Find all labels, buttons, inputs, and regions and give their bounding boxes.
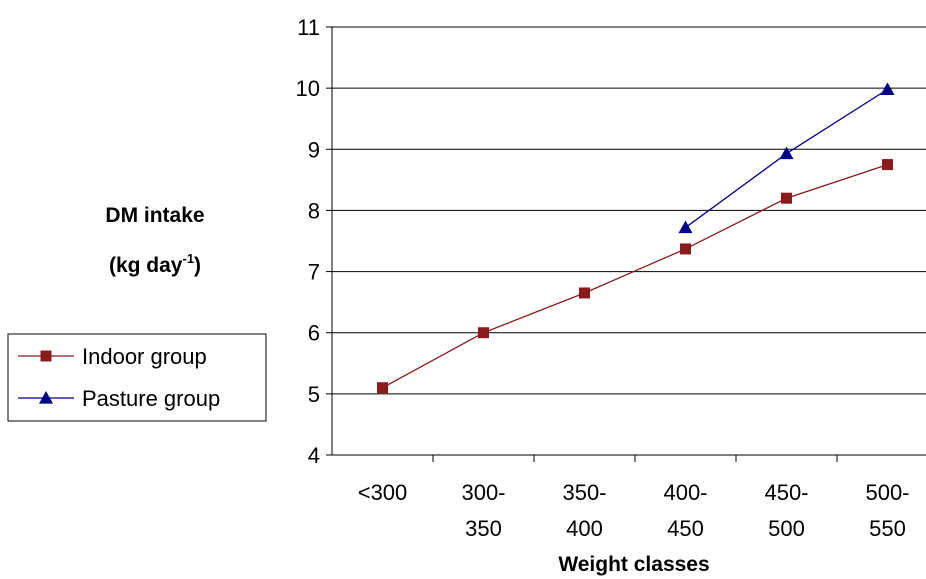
- y-tick-label-5: 5: [308, 382, 320, 407]
- x-tick-label-1-0: 300-: [461, 480, 505, 505]
- y-axis-title-exponent: -1: [182, 251, 194, 266]
- data-point-1-4: [779, 146, 794, 160]
- legend-box: [7, 333, 267, 422]
- data-point-0-3: [680, 243, 691, 255]
- data-point-0-4: [781, 192, 792, 204]
- series-group: [377, 82, 895, 394]
- x-tick-label-1-1: 350: [465, 516, 502, 541]
- data-point-1-3: [678, 220, 693, 234]
- legend: Indoor group Pasture group: [7, 333, 267, 422]
- x-tick-label-0-0: <300: [358, 480, 408, 505]
- legend-label-1: Pasture group: [82, 386, 220, 411]
- y-tick-label-4: 4: [308, 443, 320, 468]
- legend-label-0: Indoor group: [82, 344, 207, 369]
- y-tick-label-7: 7: [308, 260, 320, 285]
- data-point-0-5: [882, 159, 893, 171]
- x-tick-label-5-1: 550: [869, 516, 906, 541]
- y-tick-label-9: 9: [308, 137, 320, 162]
- series-line-0: [382, 163, 888, 389]
- x-tick-label-3-0: 400-: [663, 480, 707, 505]
- legend-marker-0: [40, 350, 52, 362]
- series-1: [678, 82, 895, 234]
- x-tick-label-4-1: 500: [768, 516, 805, 541]
- x-tick-label-4-0: 450-: [764, 480, 808, 505]
- data-point-1-5: [880, 82, 895, 95]
- y-tick-label-6: 6: [308, 321, 320, 346]
- y-axis-title-line1: DM intake: [105, 204, 204, 227]
- axes: [326, 26, 926, 462]
- y-axis-title-close: ): [194, 254, 201, 277]
- data-point-0-0: [377, 382, 388, 394]
- x-tick-label-2-0: 350-: [562, 480, 606, 505]
- y-axis-title-line2: (kg day-1): [109, 251, 201, 277]
- y-tick-label-8: 8: [308, 198, 320, 223]
- y-axis-title-unit: (kg day: [109, 254, 183, 277]
- y-tick-labels: 4 5 6 7 8 9 10 11: [296, 15, 320, 468]
- series-0: [377, 159, 893, 394]
- x-tick-label-2-1: 400: [566, 516, 603, 541]
- y-tick-label-11: 11: [297, 15, 320, 40]
- x-tick-label-3-1: 450: [667, 516, 704, 541]
- x-tick-labels: <300 300- 350 350- 400 400- 450 450- 500 500- 550: [358, 480, 910, 541]
- x-axis-title: Weight classes: [558, 553, 709, 576]
- data-point-0-1: [478, 327, 489, 339]
- x-tick-label-5-0: 500-: [865, 480, 909, 505]
- legend-marker-1: [39, 391, 53, 404]
- gridlines: [332, 26, 926, 395]
- data-point-0-2: [579, 287, 590, 299]
- y-tick-label-10: 10: [296, 76, 320, 101]
